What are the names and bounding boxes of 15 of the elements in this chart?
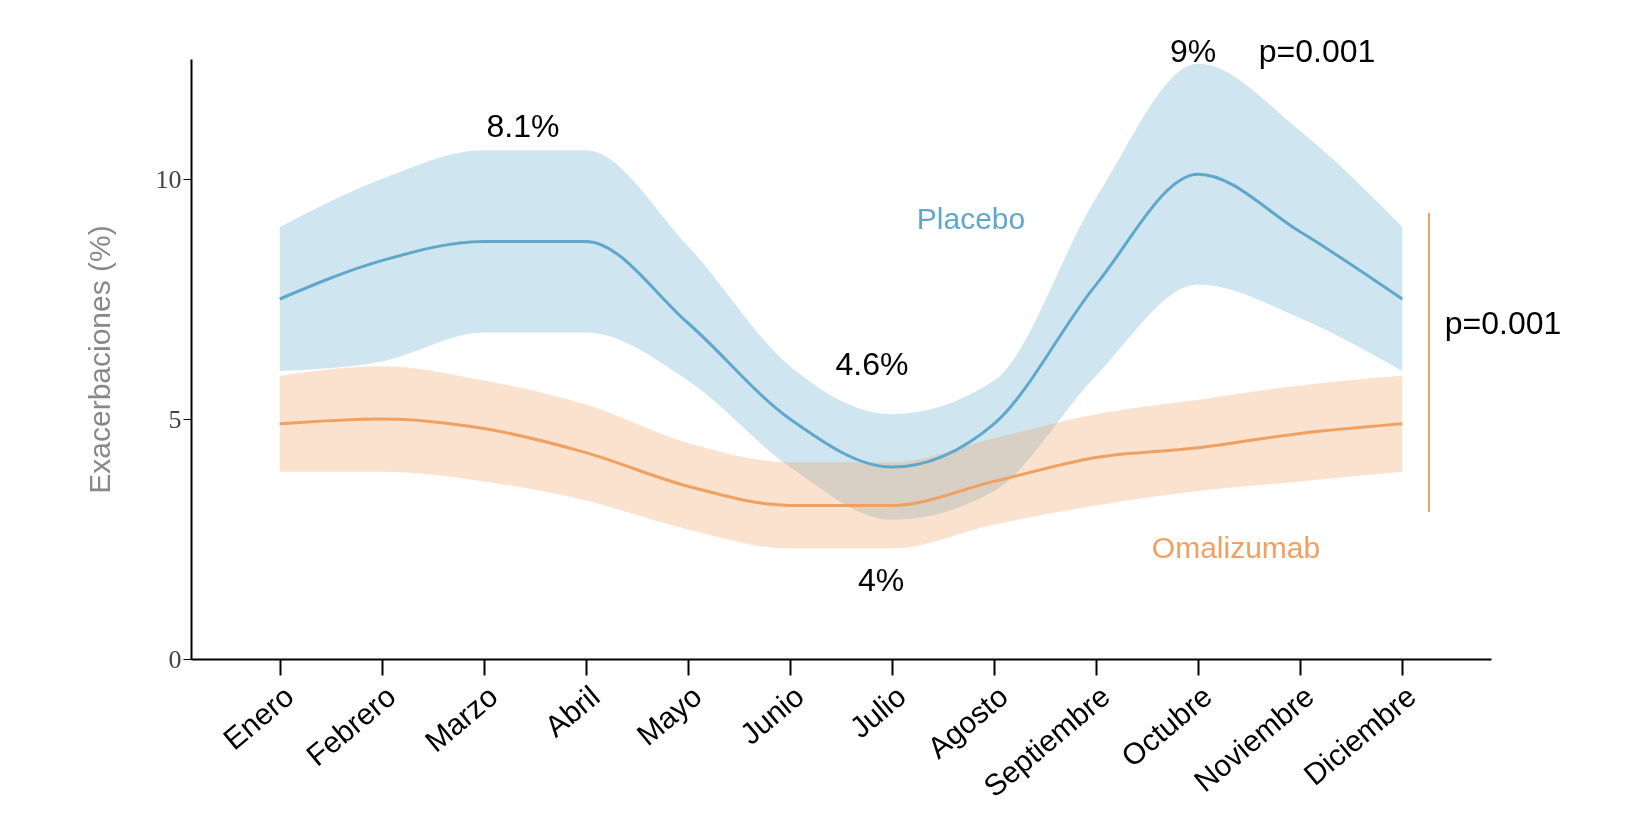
y-axis-title: Exacerbaciones (%)	[82, 225, 116, 494]
annotation: 4%	[857, 562, 905, 598]
annotation: p=0.001	[1444, 305, 1562, 341]
annotation: 8.1%	[486, 108, 560, 144]
x-tick-label: Julio	[843, 679, 912, 745]
annotation: p=0.001	[1258, 33, 1376, 69]
line-series	[278, 172, 1404, 469]
annotation: 4.6%	[835, 346, 909, 382]
y-tick-label: 0	[168, 644, 182, 674]
line-series	[278, 417, 1404, 507]
y-tick-label: 10	[155, 164, 182, 194]
annotation: 9%	[1169, 33, 1217, 69]
y-tick-label: 5	[168, 404, 182, 434]
text: Omalizumab	[1151, 531, 1321, 564]
text: Placebo	[916, 202, 1026, 235]
